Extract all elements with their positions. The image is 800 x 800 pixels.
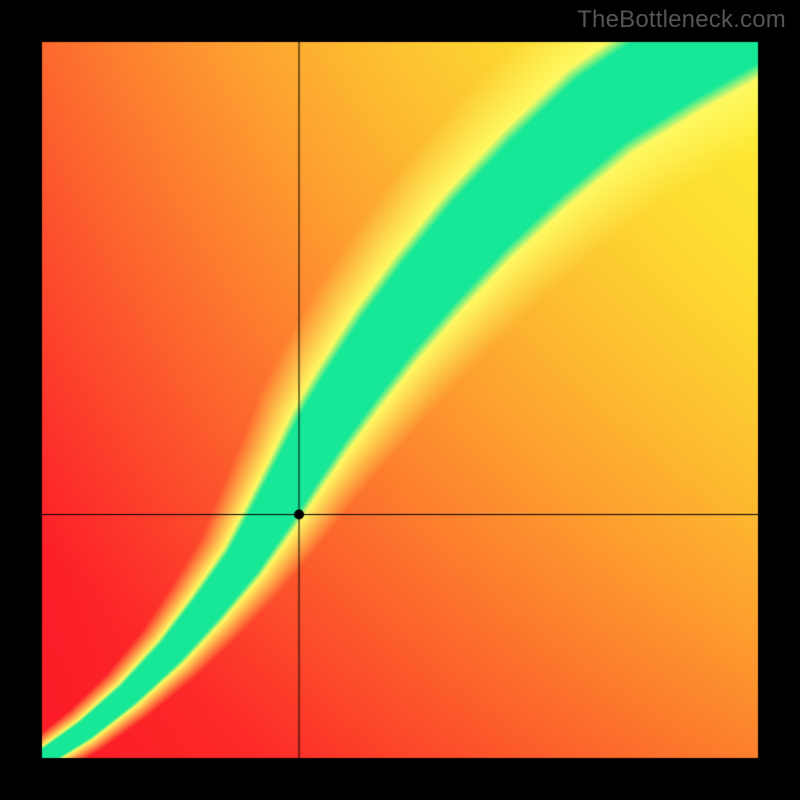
heatmap-canvas: [0, 0, 800, 800]
heatmap-container: { "watermark_text": "TheBottleneck.com",…: [0, 0, 800, 800]
watermark-text: TheBottleneck.com: [577, 6, 786, 34]
